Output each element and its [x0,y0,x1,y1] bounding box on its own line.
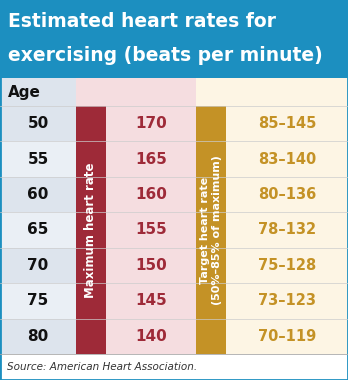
Bar [0,78,348,106]
Text: Maximum heart rate: Maximum heart rate [85,162,97,298]
Text: 78–132: 78–132 [258,223,316,238]
Text: 55: 55 [27,152,49,167]
Text: Target heart rate
(50%–85% of maximum): Target heart rate (50%–85% of maximum) [200,155,222,305]
Bar [0,0,348,78]
Bar [196,212,348,248]
Text: 60: 60 [27,187,49,202]
Text: 70: 70 [27,258,49,273]
Bar [76,212,196,248]
Text: 150: 150 [135,258,167,273]
Bar [196,78,348,106]
Text: 165: 165 [135,152,167,167]
Bar [0,248,76,283]
Text: 155: 155 [135,223,167,238]
Text: exercising (beats per minute): exercising (beats per minute) [8,46,323,65]
Bar [196,248,348,283]
Bar [76,78,196,106]
Bar [76,283,196,318]
Text: 160: 160 [135,187,167,202]
Text: 80: 80 [27,329,49,344]
Bar [0,106,76,141]
Text: 145: 145 [135,293,167,308]
Bar [0,212,76,248]
Bar [196,106,348,141]
Bar [76,248,196,283]
Bar [196,318,348,354]
Bar [196,141,348,177]
Text: 140: 140 [135,329,167,344]
Bar [76,318,196,354]
Text: Estimated heart rates for: Estimated heart rates for [8,12,276,31]
Text: Age: Age [8,84,41,100]
Bar [76,106,196,141]
Text: 80–136: 80–136 [258,187,316,202]
Bar [76,106,106,354]
Text: 73–123: 73–123 [258,293,316,308]
Text: 50: 50 [27,116,49,131]
Text: 75: 75 [27,293,49,308]
Text: 65: 65 [27,223,49,238]
Text: 170: 170 [135,116,167,131]
Bar [0,177,76,212]
Text: 85–145: 85–145 [258,116,316,131]
Text: 75–128: 75–128 [258,258,316,273]
Bar [196,177,348,212]
Text: Source: American Heart Association.: Source: American Heart Association. [7,362,197,372]
Bar [76,141,196,177]
Bar [196,283,348,318]
Bar [0,141,76,177]
Bar [0,354,348,380]
Bar [76,177,196,212]
Text: 70–119: 70–119 [258,329,316,344]
Text: 83–140: 83–140 [258,152,316,167]
Bar [0,318,76,354]
Bar [0,283,76,318]
Bar [196,106,226,354]
